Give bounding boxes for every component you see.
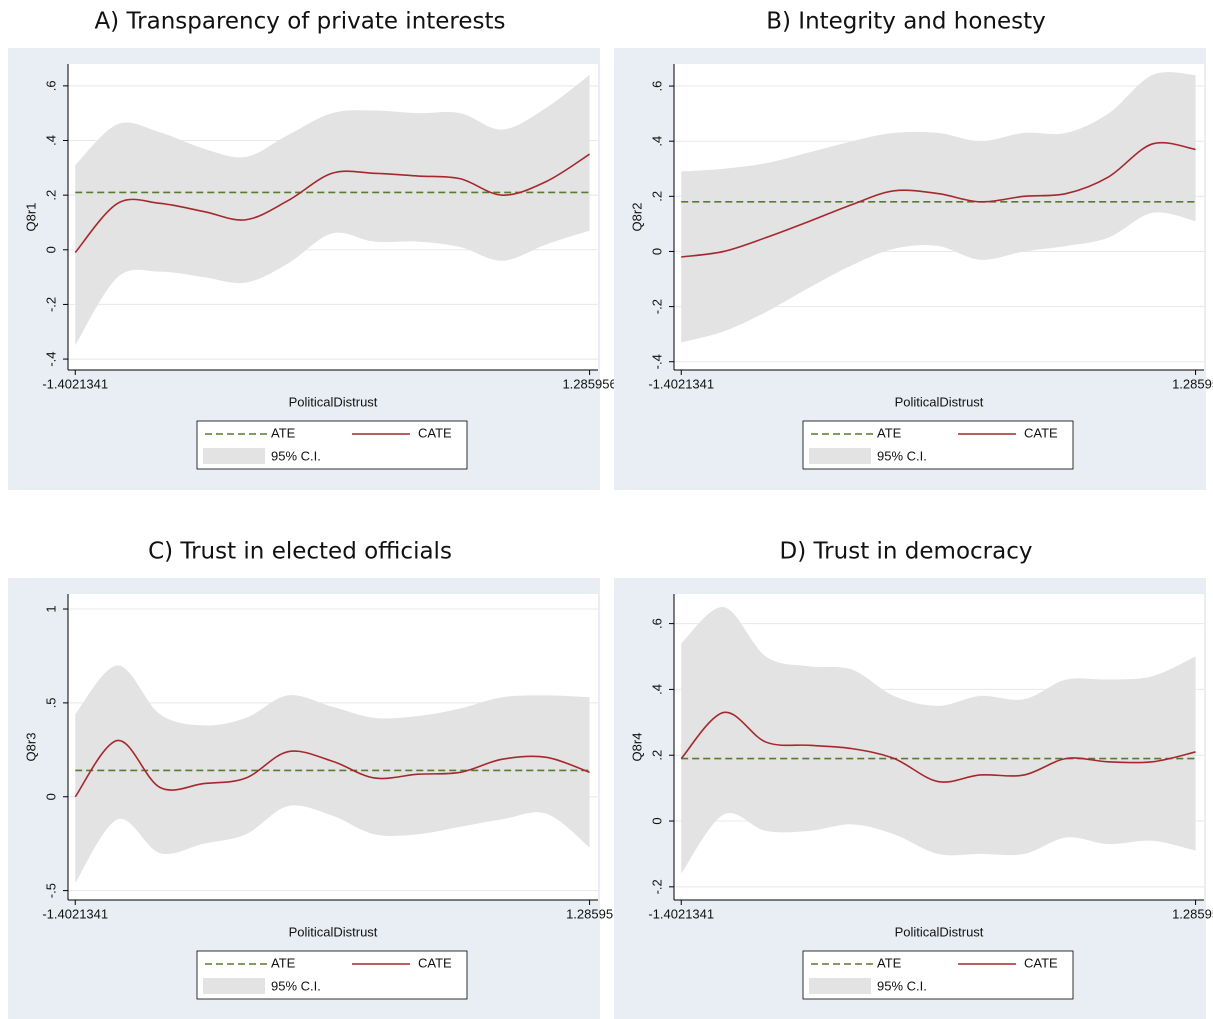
y-tick-label: -.2 xyxy=(649,879,664,894)
y-axis-label: Q8r1 xyxy=(23,203,38,232)
confidence-band xyxy=(681,607,1196,874)
x-tick-label: 1.28595 xyxy=(1172,906,1213,921)
panel-title: D) Trust in democracy xyxy=(780,539,1033,565)
x-tick-label: -1.4021341 xyxy=(42,376,108,391)
y-tick-label: 0 xyxy=(649,248,664,255)
y-tick-label: .2 xyxy=(649,750,664,761)
y-tick-label: 0 xyxy=(649,817,664,824)
legend xyxy=(196,950,468,1000)
x-tick-label: -1.4021341 xyxy=(648,376,714,391)
y-axis-label: Q8r2 xyxy=(629,203,644,232)
confidence-band xyxy=(681,72,1196,343)
y-tick-label: -.4 xyxy=(649,354,664,369)
legend-label: ATE xyxy=(271,425,296,440)
panel: A) Transparency of private interests -.4 -… xyxy=(8,9,617,490)
series-line xyxy=(74,739,590,798)
confidence-band xyxy=(75,74,590,346)
x-axis-label: PoliticalDistrust xyxy=(895,924,984,939)
legend-label: CATE xyxy=(1024,425,1058,440)
y-tick-label: .4 xyxy=(649,136,664,147)
y-tick-label: 0 xyxy=(43,246,58,253)
legend-swatch xyxy=(203,448,265,464)
y-tick-label: .6 xyxy=(649,81,664,92)
panel: B) Integrity and honesty -.4 -.2 0 .2 .4 .6 -1.… xyxy=(614,9,1213,490)
panel-title: C) Trust in elected officials xyxy=(148,539,452,565)
legend-label: 95% C.I. xyxy=(271,448,321,463)
legend-label: CATE xyxy=(418,955,452,970)
x-tick-label: 1.285956 xyxy=(562,376,616,391)
x-axis-label: PoliticalDistrust xyxy=(289,924,378,939)
x-tick-label: 1.28595 xyxy=(566,906,613,921)
legend-label: 95% C.I. xyxy=(877,978,927,993)
x-axis-label: PoliticalDistrust xyxy=(895,394,984,409)
y-tick-label: -.5 xyxy=(43,883,58,898)
panel-title: B) Integrity and honesty xyxy=(766,9,1046,35)
y-tick-label: -.4 xyxy=(43,351,58,366)
series-line xyxy=(74,153,591,254)
y-tick-label: .4 xyxy=(43,135,58,146)
legend-swatch xyxy=(809,448,871,464)
x-axis-label: PoliticalDistrust xyxy=(289,394,378,409)
legend-swatch xyxy=(203,978,265,994)
legend-label: ATE xyxy=(271,955,296,970)
legend-swatch xyxy=(809,978,871,994)
y-tick-label: .6 xyxy=(43,80,58,91)
confidence-band xyxy=(75,665,590,884)
panel-title: A) Transparency of private interests xyxy=(94,9,505,35)
panel: C) Trust in elected officials -.5 0 .5 1 -1.4… xyxy=(8,539,613,1019)
legend-label: CATE xyxy=(418,425,452,440)
y-tick-label: 0 xyxy=(43,793,58,800)
y-tick-label: -.2 xyxy=(649,299,664,314)
y-tick-label: .6 xyxy=(649,618,664,629)
y-axis-label: Q8r3 xyxy=(23,733,38,762)
y-tick-label: .4 xyxy=(649,684,664,695)
y-tick-label: .2 xyxy=(649,191,664,202)
x-tick-label: 1.28595 xyxy=(1172,376,1213,391)
series-line xyxy=(681,141,1196,258)
legend-label: 95% C.I. xyxy=(877,448,927,463)
x-tick-label: -1.4021341 xyxy=(648,906,714,921)
y-tick-label: .5 xyxy=(43,697,58,708)
legend-label: 95% C.I. xyxy=(271,978,321,993)
y-tick-label: .2 xyxy=(43,190,58,201)
panel: D) Trust in democracy -.2 0 .2 .4 .6 -1.402134… xyxy=(614,539,1213,1019)
legend-label: CATE xyxy=(1024,955,1058,970)
legend-label: ATE xyxy=(877,425,902,440)
legend-label: ATE xyxy=(877,955,902,970)
y-tick-label: -.2 xyxy=(43,297,58,312)
y-tick-label: 1 xyxy=(43,605,58,612)
series-line xyxy=(680,711,1196,783)
x-tick-label: -1.4021341 xyxy=(42,906,108,921)
y-axis-label: Q8r4 xyxy=(629,733,644,762)
